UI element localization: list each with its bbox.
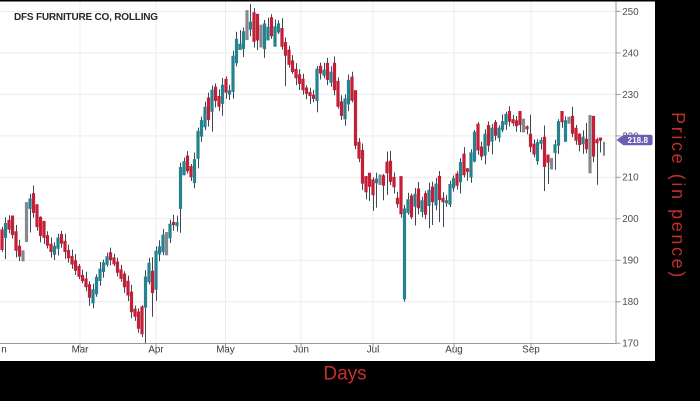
svg-text:May: May (216, 345, 235, 356)
svg-text:180: 180 (622, 297, 639, 308)
svg-text:Mar: Mar (72, 345, 90, 356)
svg-text:200: 200 (622, 214, 639, 225)
svg-text:Aug: Aug (445, 345, 462, 356)
svg-text:DFS FURNITURE CO, ROLLING: DFS FURNITURE CO, ROLLING (14, 12, 158, 23)
svg-text:190: 190 (622, 256, 639, 267)
svg-text:210: 210 (622, 173, 639, 184)
svg-text:250: 250 (622, 7, 639, 18)
svg-text:218.8: 218.8 (628, 136, 649, 145)
svg-text:240: 240 (622, 48, 639, 59)
svg-text:170: 170 (622, 339, 639, 350)
svg-text:Sep: Sep (522, 345, 540, 356)
svg-text:Jun: Jun (293, 345, 309, 356)
svg-text:Jul: Jul (367, 345, 380, 356)
svg-text:Apr: Apr (148, 345, 164, 356)
svg-text:n: n (1, 345, 6, 356)
svg-text:Price (in pence): Price (in pence) (668, 112, 688, 280)
svg-text:Days: Days (323, 364, 366, 385)
svg-text:230: 230 (622, 90, 639, 101)
